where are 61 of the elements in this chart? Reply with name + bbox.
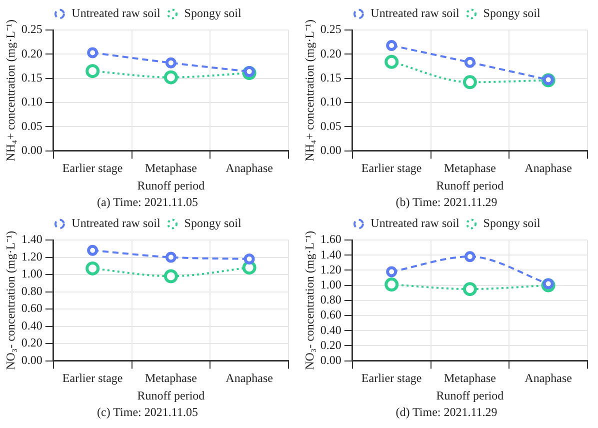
x-tick-label: Metaphase (144, 371, 197, 386)
x-tick-label: Metaphase (144, 161, 197, 176)
text: (d) Time: 2021.11.29 (396, 404, 498, 419)
legend-label: Untreated raw soil (72, 6, 161, 20)
x-tick-label: Earlier stage (62, 161, 123, 176)
y-tick-label: 0.40 (21, 318, 42, 332)
y-tick-label: 1.40 (320, 247, 342, 262)
y-tick-label: 1.60 (320, 232, 342, 246)
y-tick-label: 0.00 (21, 352, 42, 367)
x-tick-label: Anaphase (524, 371, 572, 386)
y-tick-label: 0.40 (320, 322, 342, 337)
y-tick-label: 0.15 (320, 70, 342, 84)
x-tick-label: Earlier stage (361, 371, 422, 386)
y-tick-label: 0.20 (21, 46, 42, 60)
text: (b) Time: 2021.11.29 (396, 194, 498, 209)
x-tick-label: Metaphase (444, 161, 496, 176)
x-tick-label: Earlier stage (62, 371, 123, 386)
y-tick-label: 0.10 (21, 94, 42, 109)
y-tick-label: 0.00 (320, 352, 342, 367)
y-tick-label: 0.80 (21, 284, 42, 298)
y-tick-label: 0.80 (320, 292, 342, 307)
legend-label: Spongy soil (483, 216, 541, 230)
x-axis-title: Runoff period (436, 178, 504, 193)
y-tick-label: 0.10 (320, 94, 342, 109)
x-tick-label: Anaphase (226, 371, 273, 386)
y-axis-title: NO₃- concentration (mg·L⁻¹) (3, 230, 18, 370)
x-tick-label: Anaphase (524, 161, 572, 176)
y-tick-label: 0.20 (320, 46, 342, 60)
x-tick-label: Earlier stage (361, 161, 422, 176)
y-tick-label: 0.00 (320, 142, 342, 157)
y-tick-label: 0.25 (320, 22, 342, 36)
y-axis-title: NO₃- concentration (mg·L⁻¹) (302, 230, 316, 370)
y-tick-label: 0.20 (320, 338, 342, 352)
legend-label: Spongy soil (184, 216, 242, 230)
text: (c) Time: 2021.11.05 (97, 404, 198, 419)
text: (a) Time: 2021.11.05 (97, 194, 198, 209)
y-tick-label: 0.60 (21, 301, 42, 316)
x-axis-title: Runoff period (137, 388, 205, 403)
legend-label: Untreated raw soil (370, 6, 460, 20)
x-axis-title: Runoff period (137, 178, 205, 193)
y-tick-label: 0.00 (21, 142, 42, 157)
x-tick-label: Metaphase (444, 371, 496, 386)
y-tick-label: 0.15 (21, 70, 42, 84)
y-tick-label: 1.00 (21, 266, 42, 281)
legend-label: Spongy soil (483, 6, 541, 20)
y-tick-label: 1.00 (320, 277, 342, 292)
y-tick-label: 0.60 (320, 308, 342, 322)
y-tick-label: 0.05 (21, 118, 42, 133)
y-tick-label: 1.20 (320, 262, 342, 276)
y-tick-label: 0.20 (21, 336, 42, 350)
y-tick-label: 1.40 (21, 232, 42, 246)
x-tick-label: Anaphase (226, 161, 273, 176)
y-axis-title: NH₄+ concentration (mg·L⁻¹) (3, 19, 18, 162)
y-tick-label: 0.05 (320, 118, 342, 133)
x-axis-title: Runoff period (436, 388, 504, 403)
y-axis-title: NH₄+ concentration (mg·L⁻¹) (302, 19, 316, 162)
y-tick-label: 0.25 (21, 22, 42, 36)
legend-label: Spongy soil (184, 6, 242, 20)
legend-label: Untreated raw soil (370, 216, 460, 230)
legend-label: Untreated raw soil (72, 216, 161, 230)
y-tick-label: 1.20 (21, 249, 42, 264)
